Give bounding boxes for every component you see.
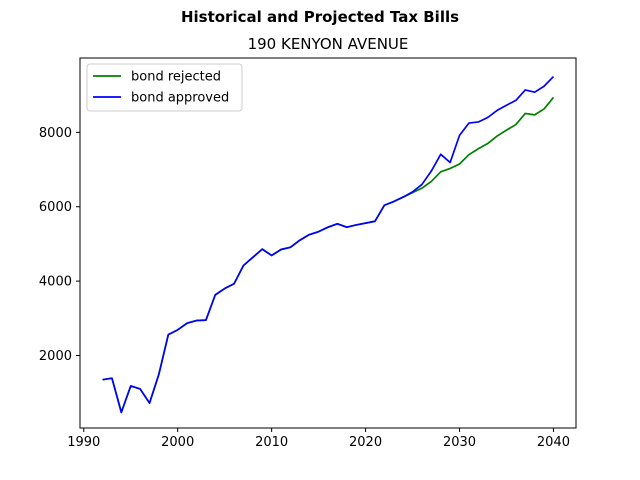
legend: bond rejected bond approved — [86, 63, 243, 112]
series-line-bond-approved — [102, 75, 555, 414]
y-tick-label: 8000 — [39, 126, 72, 141]
y-tick-label: 6000 — [39, 200, 72, 215]
y-tick-label: 4000 — [39, 275, 72, 290]
legend-box — [86, 63, 243, 112]
axis-ticks: 1990 2000 2010 2020 2030 2040 2000 4000 6000 8000 — [39, 126, 570, 450]
x-tick-label: 2040 — [537, 435, 570, 450]
plot-area — [102, 75, 555, 414]
x-tick-label: 1990 — [67, 435, 100, 450]
chart-subtitle: 190 KENYON AVENUE — [248, 35, 409, 53]
legend-label: bond rejected — [131, 70, 221, 85]
x-tick-label: 2030 — [443, 435, 476, 450]
y-tick-label: 2000 — [39, 349, 72, 364]
axes-frame — [79, 57, 577, 429]
x-tick-label: 2010 — [255, 435, 288, 450]
x-tick-label: 2020 — [349, 435, 382, 450]
chart-title: Historical and Projected Tax Bills — [181, 8, 459, 26]
x-tick-label: 2000 — [161, 435, 194, 450]
series-line-bond-rejected — [102, 96, 555, 414]
legend-label: bond approved — [131, 91, 229, 106]
